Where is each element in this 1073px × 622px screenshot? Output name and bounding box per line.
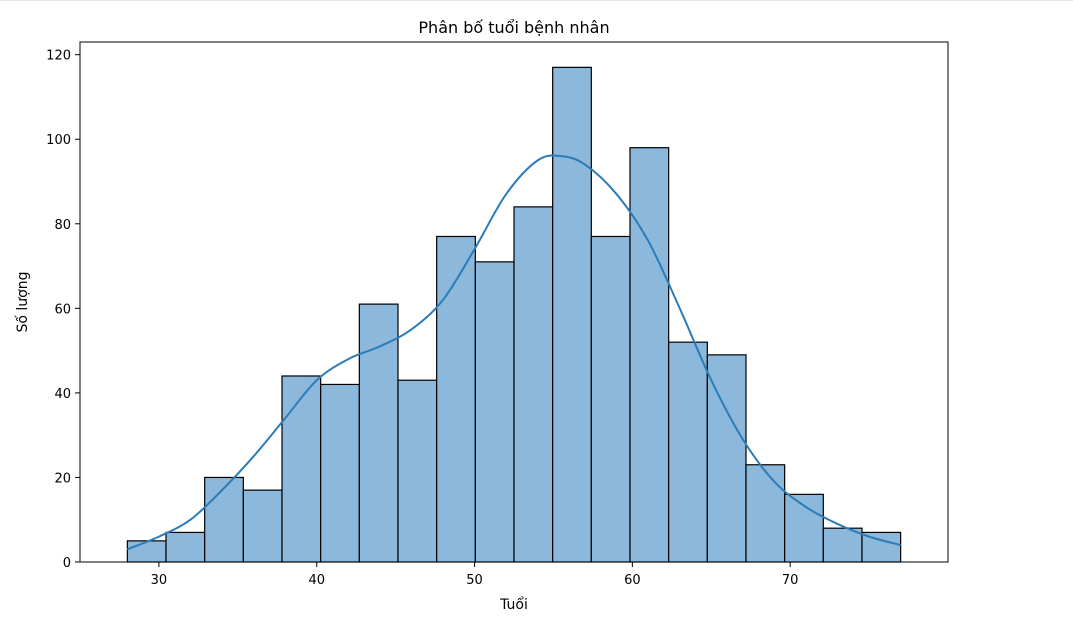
y-tick-label: 20 (54, 471, 71, 486)
y-tick-label: 0 (63, 556, 71, 571)
x-axis-label: Tuổi (499, 596, 528, 613)
y-tick-label: 80 (54, 218, 71, 233)
y-tick-label: 100 (46, 133, 71, 148)
x-tick-label: 50 (466, 573, 483, 588)
y-tick-label: 40 (54, 387, 71, 402)
histogram-bar (436, 235, 476, 563)
bars-group (126, 66, 902, 563)
x-axis-ticks: 30 40 50 60 70 (151, 562, 799, 588)
plot-frame (79, 41, 949, 563)
histogram-bar (165, 531, 206, 563)
histogram-bar (822, 527, 863, 563)
histogram-bar (397, 379, 438, 563)
histogram-bar (242, 489, 283, 563)
x-tick-label: 40 (308, 573, 325, 588)
histogram-bar (474, 261, 515, 563)
histogram-bar (281, 375, 322, 563)
kde-curve (126, 154, 901, 551)
x-tick-label: 60 (624, 573, 641, 588)
y-tick-label: 120 (46, 49, 71, 64)
y-axis-label: Số lượng (14, 272, 31, 333)
histogram-bar (358, 303, 399, 563)
histogram-bar (552, 66, 592, 563)
chart-title: Phân bố tuổi bệnh nhân (418, 18, 609, 37)
histogram-bar (745, 464, 786, 563)
histogram-bar (590, 235, 631, 563)
x-tick-label: 30 (151, 573, 168, 588)
x-tick-label: 70 (782, 573, 799, 588)
y-axis-ticks: 0 20 40 60 80 100 120 (46, 49, 80, 571)
histogram-bar (513, 206, 554, 563)
histogram-bar (126, 540, 167, 563)
histogram-bar (320, 383, 360, 563)
histogram-bar (629, 147, 670, 563)
histogram-bar (668, 341, 708, 563)
y-tick-label: 60 (54, 302, 71, 317)
histogram-bar (204, 476, 244, 563)
top-divider (0, 0, 1073, 1)
